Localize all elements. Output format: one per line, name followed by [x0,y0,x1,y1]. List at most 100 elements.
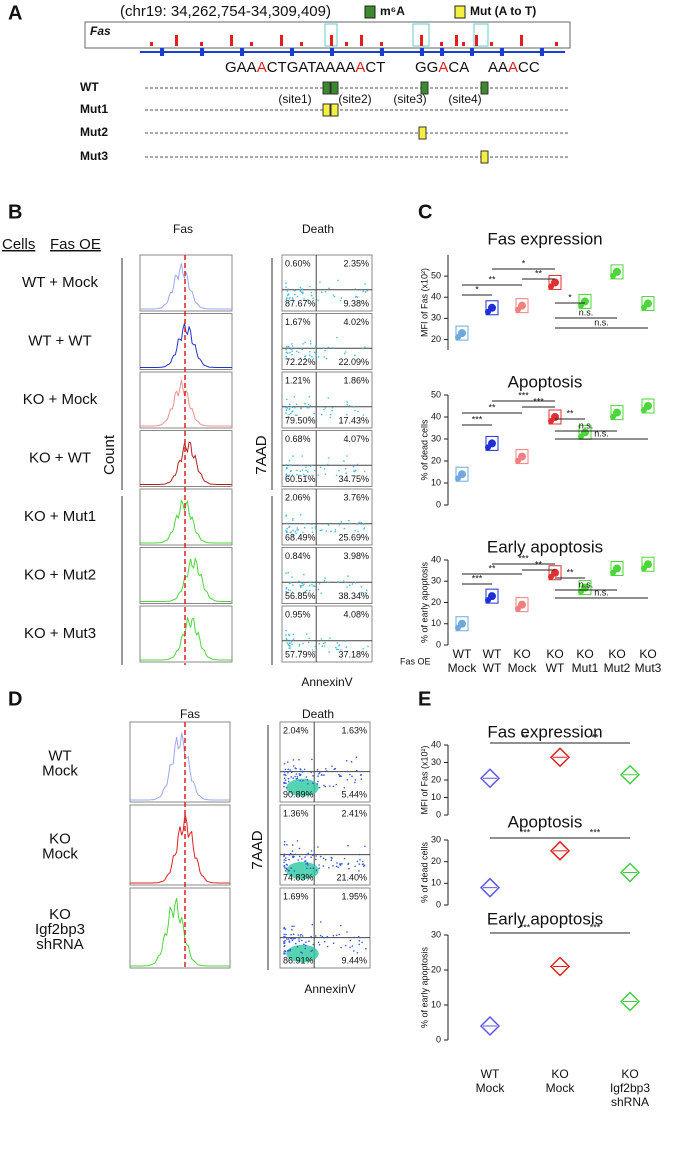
replicate [548,418,554,424]
row-label: Mut1 [80,102,108,116]
cell-dot [330,530,332,533]
axis-label: Count [101,434,118,475]
range-box [515,449,529,465]
cell-dot [345,760,348,762]
cell-dot [309,589,311,592]
quadrant-value: 56.85% [285,591,316,601]
cell-dot [303,475,306,478]
quadrant-value: 1.67% [285,317,311,327]
cell-dot [287,777,290,780]
column-title: Death [302,707,334,721]
x-tick-label: WT [546,661,565,675]
column-title: Fas [180,707,200,721]
range-box [578,580,592,596]
x-tick-label: KO [608,647,625,661]
range-box [610,405,624,421]
track-peak [230,35,233,46]
cell-dot [321,645,324,647]
cell-dot [332,785,335,788]
quadrant-value: 3.76% [343,492,369,502]
track-peak [475,35,478,46]
cell-dot [348,519,350,522]
legend-swatch [454,5,466,19]
cell-dot [291,350,293,353]
sequence-part: GG [415,59,438,76]
cell-dot [318,583,321,585]
cell-dot [292,638,295,640]
cell-dot [342,580,345,582]
axis-label: AnnexinV [301,675,352,689]
cell-dot [292,529,294,532]
cell-dot [327,397,330,399]
cell-dot [285,572,287,574]
quadrant-value: 4.02% [343,317,369,327]
cell-dot [338,933,341,936]
cell-dot [304,358,306,361]
cell-dot [305,299,307,302]
cell-dot [308,637,311,640]
cell-dot [321,291,323,293]
cell-dot [320,413,323,416]
cell-dot [302,642,304,645]
quadrant-value: 9.44% [341,955,367,965]
cell-dot [292,517,294,520]
sequence-part: A [257,59,267,76]
cell-dot [326,463,329,466]
cell-dot [360,586,363,588]
quadrant-value: 1.86% [343,375,369,385]
cell-dot [292,584,294,586]
cell-dot [317,775,319,777]
cell-dot [357,530,359,533]
cell-dot [315,869,318,872]
cell-dot [299,935,302,937]
cell-dot [310,294,313,297]
cell-dot [317,941,320,944]
cell-dot [283,777,286,780]
x-tick-label: KO [576,647,593,661]
range-box [455,466,469,482]
cell-dot [305,941,307,943]
cell-dot [332,865,334,867]
cell-dot [285,863,288,866]
cell-dot [289,296,291,299]
cell-dot [361,860,364,863]
cell-dot [362,648,365,650]
cell-dot [284,857,287,859]
cell-dot [285,774,287,777]
signif-label: *** [520,922,531,932]
quadrant-value: 0.84% [285,551,311,561]
cell-dot [313,351,316,354]
cell-dot [361,863,364,866]
cell-dot [289,403,291,406]
cell-dot [299,779,302,782]
cell-dot [291,850,294,852]
y-tick-label: 30 [431,576,441,586]
cell-dot [299,774,302,776]
cell-dot [358,521,360,524]
row-label: Mut2 [80,125,108,139]
scatter-frame [281,488,373,546]
y-tick-label: 20 [431,334,441,344]
panel-label: C [418,201,432,223]
cell-dot [343,460,345,463]
quadrant-value: 5.44% [341,789,367,799]
x-tick-label: Mock [546,1081,576,1095]
cell-dot [348,584,351,587]
track-peak [440,42,443,46]
cell-dot [294,407,296,409]
cell-dot [285,467,288,470]
y-tick-label: 30 [431,433,441,443]
exon [290,48,294,56]
cell-dot [330,859,333,861]
cell-dot [318,786,321,789]
track-peak [175,35,178,46]
exon [160,48,164,56]
row-label: Mut3 [80,149,108,163]
cell-dot [310,464,313,467]
cell-dot [340,946,343,949]
cell-dot [312,585,315,587]
cell-dot [365,947,367,950]
cell-dot [321,529,323,531]
cell-dot [349,946,351,949]
cell-dot [295,768,297,770]
